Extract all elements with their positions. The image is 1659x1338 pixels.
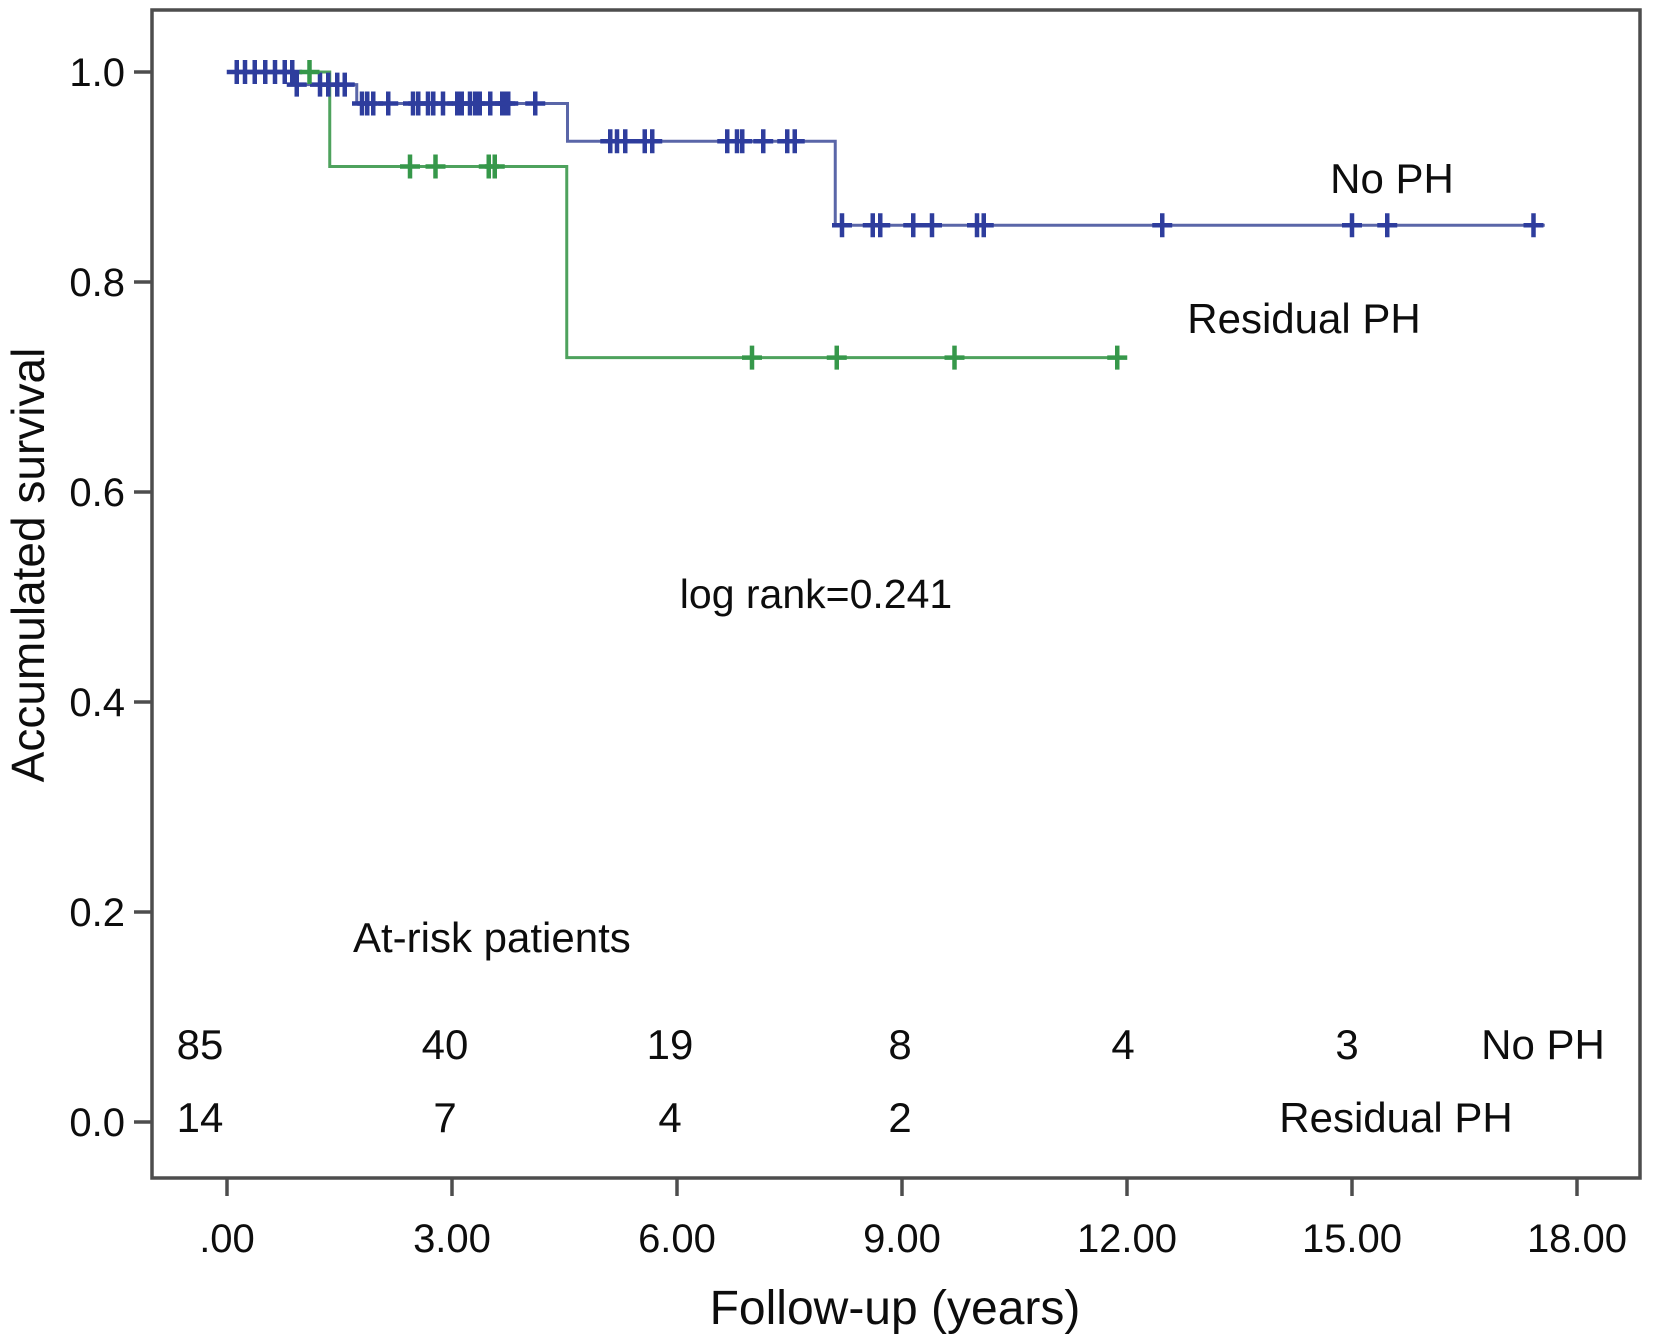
censor-mark-residual-ph	[425, 154, 446, 179]
x-tick-label: 6.00	[638, 1217, 716, 1261]
censor-mark-no-ph	[973, 213, 994, 238]
censor-mark-no-ph	[1377, 213, 1398, 238]
censor-mark-no-ph	[903, 213, 924, 238]
y-tick-label: 0.2	[69, 891, 125, 935]
at-risk-count-no-ph: 19	[647, 1021, 694, 1068]
log-rank-annotation: log rank=0.241	[680, 571, 952, 617]
at-risk-count-no-ph: 8	[888, 1021, 911, 1068]
censor-mark-no-ph	[282, 60, 303, 84]
censor-mark-no-ph	[784, 129, 805, 154]
plot-layer: 1.0 0.8 0.6 0.4 0.2 0.0 .00 3.00 6.00 9.00 12.00 15…	[69, 8, 1642, 1261]
censor-mark-no-ph	[642, 129, 663, 154]
y-axis-title: Accumulated survival	[2, 348, 54, 783]
censor-mark-no-ph	[870, 213, 891, 238]
y-tick-label: 1.0	[69, 51, 125, 95]
censor-mark-no-ph	[1523, 213, 1544, 238]
censor-mark-residual-ph	[484, 154, 505, 179]
y-tick-label: 0.6	[69, 471, 125, 515]
censor-mark-no-ph	[378, 91, 399, 116]
x-tick-label: 15.00	[1302, 1217, 1402, 1261]
censor-mark-no-ph	[1152, 213, 1173, 238]
censor-mark-residual-ph	[400, 154, 420, 179]
at-risk-count-no-ph: 3	[1335, 1021, 1358, 1068]
x-tick-label: 18.00	[1527, 1217, 1627, 1261]
curve-label-residual-ph: Residual PH	[1187, 295, 1420, 342]
curve-label-no-ph: No PH	[1330, 155, 1454, 202]
survival-curve-no-ph	[227, 70, 1545, 227]
censor-mark-residual-ph	[944, 345, 965, 370]
censor-mark-no-ph	[286, 72, 307, 97]
at-risk-count-no-ph: 4	[1111, 1021, 1134, 1068]
x-tick-label: 9.00	[863, 1217, 941, 1261]
at-risk-count-residual-ph: 7	[433, 1094, 456, 1141]
at-risk-count-residual-ph: 2	[888, 1094, 911, 1141]
at-risk-title: At-risk patients	[353, 914, 631, 961]
censor-mark-no-ph	[832, 213, 852, 238]
plot-frame	[150, 8, 1642, 1180]
x-tick-label: 3.00	[413, 1217, 491, 1261]
at-risk-count-residual-ph: 14	[177, 1094, 224, 1141]
y-tick-label: 0.4	[69, 681, 125, 725]
censor-mark-no-ph	[525, 91, 546, 116]
at-risk-count-no-ph: 40	[422, 1021, 469, 1068]
x-tick-label: 12.00	[1077, 1217, 1177, 1261]
censor-mark-no-ph	[334, 72, 355, 97]
y-tick-label: 0.8	[69, 261, 125, 305]
at-risk-count-no-ph: 85	[177, 1021, 224, 1068]
censor-mark-residual-ph	[826, 345, 847, 370]
censor-mark-residual-ph	[1107, 345, 1128, 370]
at-risk-row-label-no-ph: No PH	[1481, 1021, 1605, 1068]
censor-mark-no-ph	[615, 129, 636, 154]
x-tick-label: .00	[199, 1217, 255, 1261]
at-risk-count-residual-ph: 4	[658, 1094, 681, 1141]
censor-mark-no-ph	[922, 213, 942, 238]
censor-mark-residual-ph	[299, 60, 320, 84]
censor-mark-no-ph	[753, 129, 774, 154]
censor-mark-residual-ph	[742, 345, 762, 370]
y-tick-label: 0.0	[69, 1101, 125, 1145]
censor-mark-no-ph	[732, 129, 753, 154]
x-axis-title: Follow-up (years)	[710, 1282, 1081, 1335]
censor-mark-no-ph	[498, 91, 519, 116]
at-risk-row-label-residual-ph: Residual PH	[1279, 1094, 1512, 1141]
censor-mark-no-ph	[1342, 213, 1362, 238]
